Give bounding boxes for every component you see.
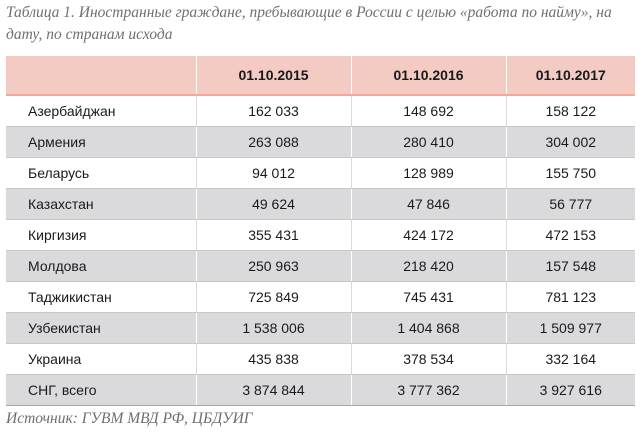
header-country bbox=[6, 56, 196, 96]
cell-2016: 745 431 bbox=[350, 281, 506, 313]
row-country: СНГ, всего bbox=[6, 374, 196, 406]
row-country: Украина bbox=[6, 343, 196, 375]
table-row: Молдова 250 963 218 420 157 548 bbox=[6, 250, 635, 282]
row-country: Киргизия bbox=[6, 219, 196, 251]
table-row: Украина 435 838 378 534 332 164 bbox=[6, 343, 635, 375]
table-row-total: СНГ, всего 3 874 844 3 777 362 3 927 616 bbox=[6, 374, 635, 406]
table-row: Киргизия 355 431 424 172 472 153 bbox=[6, 219, 635, 251]
cell-2015: 435 838 bbox=[195, 343, 351, 375]
cell-2017: 304 002 bbox=[505, 126, 635, 158]
cell-2016: 218 420 bbox=[350, 250, 506, 282]
cell-2017: 781 123 bbox=[505, 281, 635, 313]
cell-2017: 155 750 bbox=[505, 157, 635, 189]
cell-2016: 1 404 868 bbox=[350, 312, 506, 344]
table-row: Армения 263 088 280 410 304 002 bbox=[6, 126, 635, 158]
table-row: Казахстан 49 624 47 846 56 777 bbox=[6, 188, 635, 220]
table-caption: Таблица 1. Иностранные граждане, пребыва… bbox=[6, 4, 612, 43]
table-header-row: 01.10.2015 01.10.2016 01.10.2017 bbox=[6, 56, 635, 96]
row-country: Казахстан bbox=[6, 188, 196, 220]
header-2015: 01.10.2015 bbox=[195, 56, 351, 96]
cell-2017: 56 777 bbox=[505, 188, 635, 220]
cell-2016: 280 410 bbox=[350, 126, 506, 158]
cell-2017: 1 509 977 bbox=[505, 312, 635, 344]
header-2016: 01.10.2016 bbox=[350, 56, 506, 96]
cell-2016: 3 777 362 bbox=[350, 374, 506, 406]
cell-2015: 355 431 bbox=[195, 219, 351, 251]
table-row: Таджикистан 725 849 745 431 781 123 bbox=[6, 281, 635, 313]
cell-2017: 472 153 bbox=[505, 219, 635, 251]
source-note: Источник: ГУВМ МВД РФ, ЦБДУИГ bbox=[6, 410, 253, 427]
row-country: Азербайджан bbox=[6, 95, 196, 127]
table-row: Беларусь 94 012 128 989 155 750 bbox=[6, 157, 635, 189]
cell-2015: 49 624 bbox=[195, 188, 351, 220]
cell-2015: 162 033 bbox=[195, 95, 351, 127]
table-row: Азербайджан 162 033 148 692 158 122 bbox=[6, 95, 635, 127]
cell-2015: 250 963 bbox=[195, 250, 351, 282]
row-country: Армения bbox=[6, 126, 196, 158]
cell-2016: 378 534 bbox=[350, 343, 506, 375]
cell-2017: 157 548 bbox=[505, 250, 635, 282]
table-row: Узбекистан 1 538 006 1 404 868 1 509 977 bbox=[6, 312, 635, 344]
row-country: Молдова bbox=[6, 250, 196, 282]
cell-2016: 424 172 bbox=[350, 219, 506, 251]
header-2017: 01.10.2017 bbox=[505, 56, 635, 96]
cell-2015: 1 538 006 bbox=[195, 312, 351, 344]
cell-2015: 94 012 bbox=[195, 157, 351, 189]
row-country: Беларусь bbox=[6, 157, 196, 189]
cell-2017: 3 927 616 bbox=[505, 374, 635, 406]
cell-2016: 128 989 bbox=[350, 157, 506, 189]
cell-2016: 148 692 bbox=[350, 95, 506, 127]
cell-2017: 332 164 bbox=[505, 343, 635, 375]
row-country: Узбекистан bbox=[6, 312, 196, 344]
migrants-table: 01.10.2015 01.10.2016 01.10.2017 Азербай… bbox=[6, 56, 635, 406]
cell-2015: 263 088 bbox=[195, 126, 351, 158]
cell-2016: 47 846 bbox=[350, 188, 506, 220]
cell-2017: 158 122 bbox=[505, 95, 635, 127]
row-country: Таджикистан bbox=[6, 281, 196, 313]
cell-2015: 3 874 844 bbox=[195, 374, 351, 406]
cell-2015: 725 849 bbox=[195, 281, 351, 313]
